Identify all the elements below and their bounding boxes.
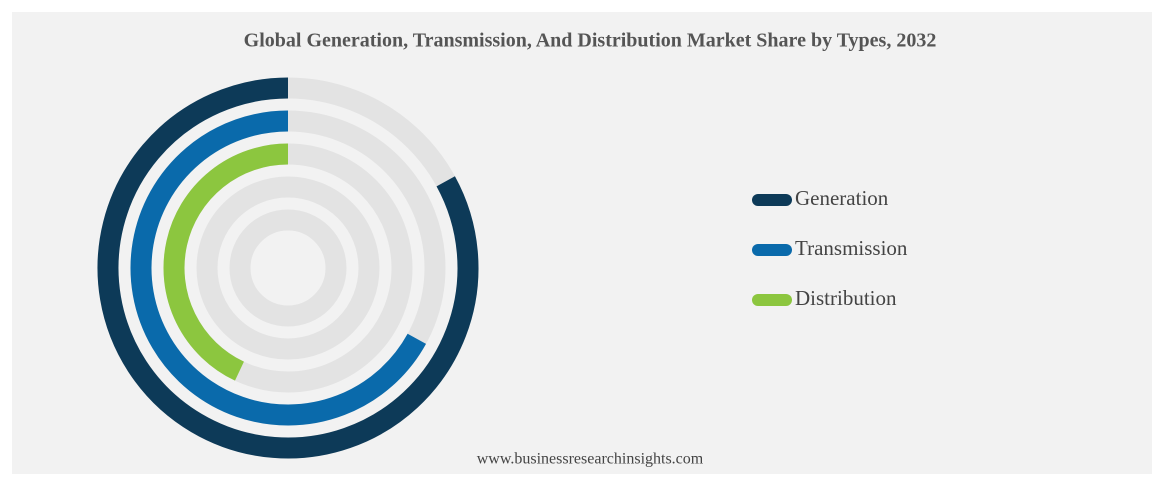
legend-label: Generation [795,186,889,210]
track [196,176,380,360]
ring-bar [97,77,479,459]
source: www.businessresearchinsights.com [477,451,704,468]
chart-title: Global Generation, Transmission, And Dis… [244,30,937,52]
legend-label: Transmission [795,236,908,260]
legend-label: Distribution [795,286,897,310]
ring-bar [163,143,289,381]
legend-marker [752,244,792,256]
track [229,209,347,327]
ring-bar [130,110,427,426]
legend-marker [752,294,792,306]
legend-marker [752,194,792,206]
